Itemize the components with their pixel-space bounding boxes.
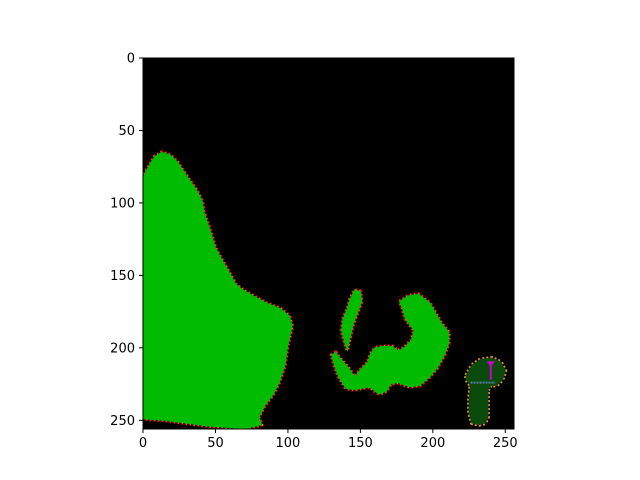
large-left-region: [143, 151, 293, 429]
x-tick-label: 200: [420, 436, 445, 451]
x-tick-label: 0: [139, 436, 147, 451]
y-tick-label: 250: [110, 414, 135, 429]
axes-frame: [142, 57, 515, 430]
y-tick-label: 200: [110, 341, 135, 356]
y-tick-label: 150: [110, 269, 135, 284]
y-tick-label: 0: [127, 52, 135, 67]
far-right-region: [465, 357, 506, 426]
axes-border: [142, 57, 515, 430]
y-axis: 0 50 100 150 200 250: [110, 52, 143, 429]
arrow-marker-head: [486, 361, 495, 368]
x-tick-label: 250: [493, 436, 518, 451]
y-tick-label: 50: [118, 124, 135, 139]
y-tick-label: 100: [110, 196, 135, 211]
x-tick-label: 150: [348, 436, 373, 451]
x-tick-label: 50: [207, 436, 224, 451]
image-plot-area: [143, 58, 514, 429]
middle-right-region: [330, 293, 450, 395]
middle-small-loop: [341, 289, 363, 353]
segmentation-image: [143, 58, 514, 429]
x-axis: 0 50 100 150 200 250: [139, 429, 518, 451]
x-tick-label: 100: [276, 436, 301, 451]
